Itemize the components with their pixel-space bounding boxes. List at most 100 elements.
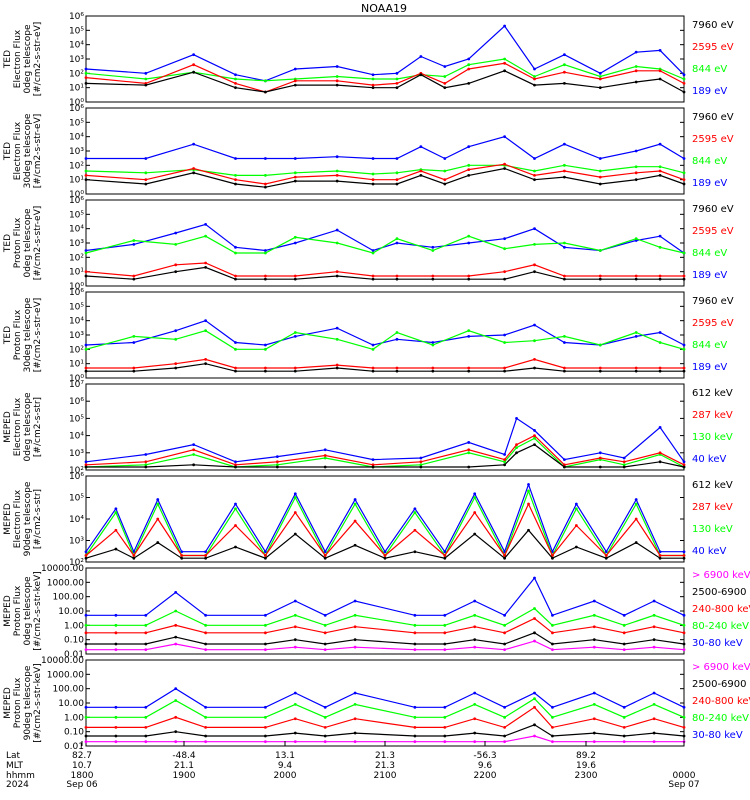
data-point <box>395 331 399 334</box>
data-point <box>234 507 237 511</box>
data-point <box>431 245 435 249</box>
legend-entry: 240-800 keV <box>692 696 750 707</box>
data-point <box>682 73 686 77</box>
data-point <box>634 274 638 278</box>
data-point <box>503 556 506 560</box>
data-point <box>563 341 566 344</box>
data-point <box>353 502 357 506</box>
data-point <box>335 270 339 274</box>
y-tick-label: 10.00 <box>58 699 84 709</box>
data-point <box>592 691 596 695</box>
data-point <box>293 334 297 338</box>
data-point <box>574 545 578 549</box>
data-point <box>132 277 136 281</box>
y-tick-label: 10⁵ <box>69 302 84 312</box>
data-point <box>84 366 88 370</box>
data-point <box>84 460 88 464</box>
data-point <box>264 642 267 646</box>
data-point <box>132 239 136 242</box>
data-point <box>84 725 88 729</box>
data-point <box>84 463 88 467</box>
data-point <box>383 556 387 560</box>
data-point <box>419 169 423 173</box>
data-point <box>335 241 339 245</box>
y-axis-label: 0deg telescope <box>23 208 33 278</box>
data-point <box>293 717 297 721</box>
y-tick-label: 10² <box>69 466 84 476</box>
data-point <box>323 715 327 719</box>
data-point <box>192 63 196 67</box>
data-point <box>592 717 596 721</box>
data-point <box>144 715 148 719</box>
y-axis-label: TED <box>3 234 13 253</box>
x-row-label: hhmm <box>6 771 35 781</box>
data-point <box>114 705 118 709</box>
data-point <box>551 648 554 652</box>
data-point <box>443 86 447 90</box>
y-tick-label: 10⁶ <box>69 104 84 114</box>
data-point <box>443 81 447 85</box>
data-point <box>84 157 88 160</box>
legend-entry: 7960 eV <box>692 112 734 123</box>
data-point <box>503 623 506 627</box>
legend-entry: 189 eV <box>692 362 727 373</box>
legend-entry: 40 keV <box>692 454 726 465</box>
data-point <box>335 79 339 83</box>
data-point <box>503 270 506 274</box>
data-point <box>293 235 297 239</box>
data-point <box>563 70 566 74</box>
data-point <box>204 265 208 269</box>
data-point <box>533 434 536 437</box>
data-point <box>533 607 536 610</box>
data-point <box>234 86 237 90</box>
data-point <box>323 705 327 709</box>
data-point <box>592 613 596 617</box>
data-point <box>84 173 88 177</box>
data-point <box>84 613 88 617</box>
data-point <box>264 369 267 373</box>
data-point <box>592 702 596 706</box>
data-point <box>467 241 471 245</box>
data-point <box>353 731 357 735</box>
data-point <box>682 277 686 281</box>
y-tick-label: 10000.00 <box>41 564 84 574</box>
y-tick-label: 10⁴ <box>69 225 84 235</box>
data-point <box>473 740 477 744</box>
data-point <box>264 715 267 719</box>
data-point <box>658 142 662 146</box>
data-point <box>371 251 375 255</box>
data-point <box>634 80 638 84</box>
data-point <box>634 541 638 544</box>
data-point <box>383 554 387 557</box>
data-point <box>114 715 118 719</box>
data-point <box>622 460 626 464</box>
data-point <box>443 648 447 652</box>
data-point <box>634 149 638 153</box>
y-tick-label: 1000.00 <box>47 578 84 588</box>
y-tick-label: 0.10 <box>64 636 84 646</box>
data-point <box>527 489 530 493</box>
data-point <box>323 550 327 554</box>
data-point <box>563 366 566 370</box>
legend-entry: 130 keV <box>692 524 733 535</box>
legend-entry: 189 eV <box>692 86 727 97</box>
data-point <box>533 157 536 160</box>
data-point <box>264 613 267 617</box>
data-point <box>264 556 267 560</box>
data-point <box>443 734 447 738</box>
data-point <box>533 75 536 78</box>
data-point <box>144 725 148 729</box>
data-point <box>353 702 357 706</box>
y-axis-label: Electron Flux <box>13 29 23 88</box>
data-point <box>652 731 656 735</box>
data-point <box>592 599 596 603</box>
data-point <box>293 511 297 514</box>
data-point <box>503 24 506 28</box>
data-point <box>84 705 88 709</box>
data-point <box>84 81 88 85</box>
x-tick-label: -56.3 <box>473 751 496 761</box>
data-point <box>527 483 530 486</box>
data-point <box>634 334 638 338</box>
y-tick-label: 100.00 <box>53 685 85 695</box>
legend-entry: 240-800 keV <box>692 604 750 615</box>
